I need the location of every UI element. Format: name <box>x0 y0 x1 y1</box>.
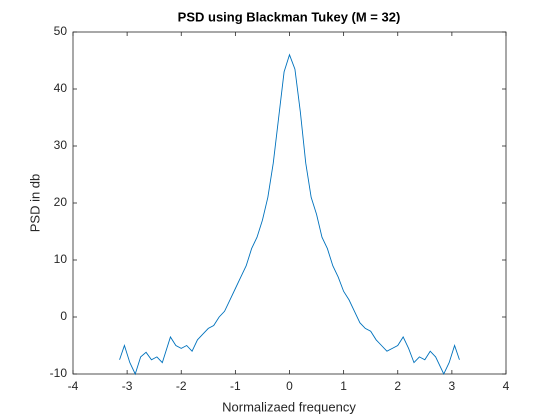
x-tick-label: -2 <box>176 379 187 393</box>
y-tick-label: 10 <box>54 252 68 266</box>
x-tick-label: 3 <box>449 379 456 393</box>
y-tick-label: 30 <box>54 138 68 152</box>
x-tick-label: 0 <box>286 379 293 393</box>
x-tick-label: -4 <box>68 379 79 393</box>
x-tick-label: 2 <box>394 379 401 393</box>
x-tick-label: -1 <box>230 379 241 393</box>
y-tick-label: 0 <box>60 309 67 323</box>
x-tick-label: 1 <box>340 379 347 393</box>
x-tick-label: -3 <box>122 379 133 393</box>
x-tick-label: 4 <box>503 379 510 393</box>
line-series <box>119 53 460 376</box>
chart-title: PSD using Blackman Tukey (M = 32) <box>178 9 401 24</box>
y-tick-label: 50 <box>54 24 68 38</box>
y-tick-label: 20 <box>54 195 68 209</box>
y-tick-label: -10 <box>50 366 68 380</box>
x-axis-label: Normalizaed frequency <box>222 399 356 414</box>
axes-box <box>72 31 507 375</box>
y-axis-label: PSD in db <box>27 174 42 233</box>
y-tick-label: 40 <box>54 81 68 95</box>
